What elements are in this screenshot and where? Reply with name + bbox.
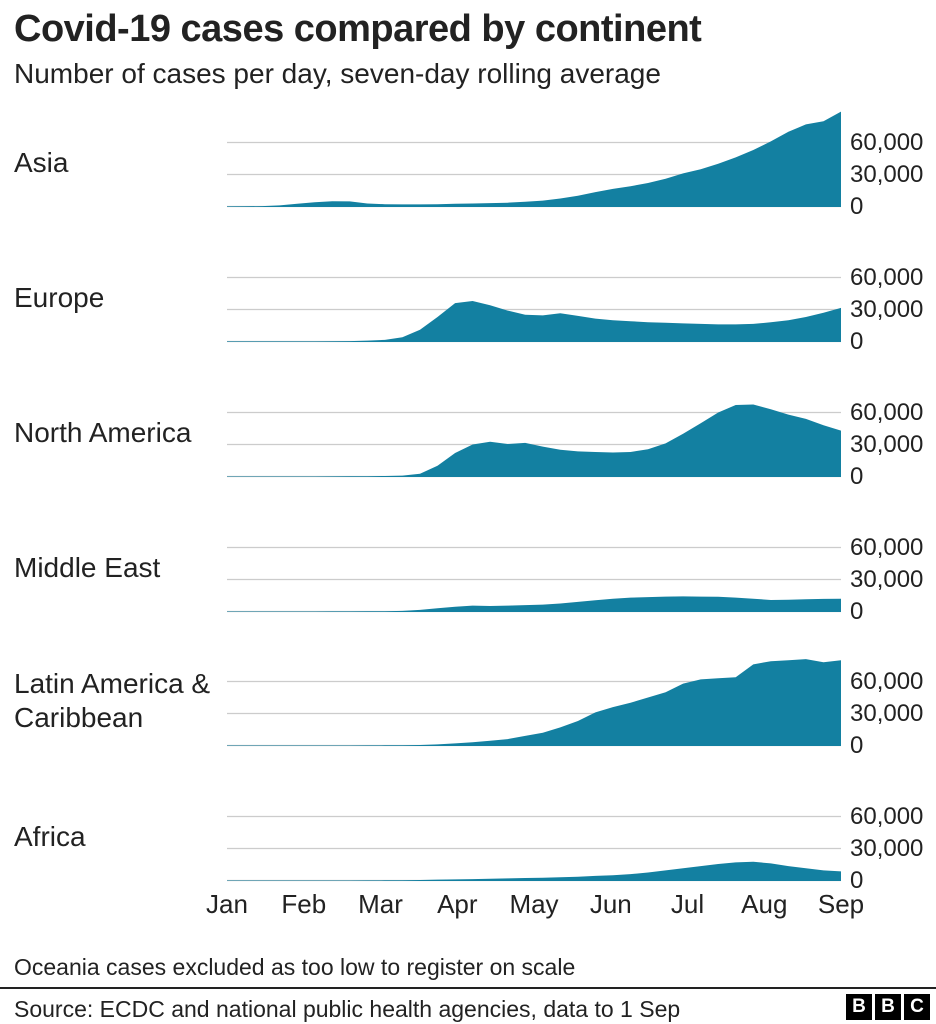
area-chart-asia bbox=[227, 111, 841, 208]
area-series-europe bbox=[227, 301, 841, 342]
area-chart-middle-east bbox=[227, 546, 841, 613]
source-text: Source: ECDC and national public health … bbox=[14, 996, 681, 1022]
y-tick-label-europe-30000: 30,000 bbox=[850, 295, 924, 323]
x-axis-month-labels: Jan Feb Mar Apr May Jun Jul Aug Sep bbox=[206, 889, 864, 919]
continent-label-africa: Africa bbox=[14, 821, 86, 852]
month-label-may: May bbox=[509, 889, 559, 919]
bbc-logo-letter-0: B bbox=[846, 994, 872, 1020]
y-tick-label-latin-america-caribbean-30000: 30,000 bbox=[850, 699, 924, 727]
continent-label-middle-east: Middle East bbox=[14, 552, 161, 583]
month-label-aug: Aug bbox=[741, 889, 788, 919]
month-label-mar: Mar bbox=[358, 889, 403, 919]
page-title: Covid-19 cases compared by continent bbox=[14, 8, 702, 50]
area-series-latin-america-caribbean bbox=[227, 659, 841, 746]
y-tick-label-africa-60000: 60,000 bbox=[850, 802, 924, 830]
y-tick-label-asia-30000: 30,000 bbox=[850, 160, 924, 188]
y-tick-label-africa-30000: 30,000 bbox=[850, 834, 924, 862]
continent-label-latin-america-caribbean: Latin America & Caribbean bbox=[14, 668, 211, 733]
y-tick-label-asia-0: 0 bbox=[850, 192, 864, 220]
page-subtitle: Number of cases per day, seven-day rolli… bbox=[14, 58, 661, 89]
month-label-sep: Sep bbox=[817, 889, 865, 919]
y-tick-label-middle-east-30000: 30,000 bbox=[850, 565, 924, 593]
y-tick-label-europe-0: 0 bbox=[850, 327, 864, 355]
area-series-middle-east bbox=[227, 596, 841, 612]
bbc-logo-letter-1: B bbox=[875, 994, 901, 1020]
month-label-apr: Apr bbox=[437, 889, 478, 919]
y-tick-label-middle-east-0: 0 bbox=[850, 597, 864, 625]
continent-label-north-america: North America bbox=[14, 417, 192, 448]
y-tick-label-africa-0: 0 bbox=[850, 866, 864, 894]
y-tick-label-latin-america-caribbean-60000: 60,000 bbox=[850, 667, 924, 695]
y-tick-label-latin-america-caribbean-0: 0 bbox=[850, 731, 864, 759]
month-label-jul: Jul bbox=[670, 889, 705, 919]
continent-label-asia: Asia bbox=[14, 147, 69, 178]
area-chart-europe bbox=[227, 276, 841, 343]
y-tick-label-north-america-60000: 60,000 bbox=[850, 398, 924, 426]
bbc-logo-letter-2: C bbox=[904, 994, 930, 1020]
month-label-feb: Feb bbox=[281, 889, 327, 919]
y-tick-label-north-america-30000: 30,000 bbox=[850, 430, 924, 458]
chart-footnote: Oceania cases excluded as too low to reg… bbox=[14, 954, 576, 980]
area-series-asia bbox=[227, 111, 841, 207]
y-tick-label-europe-60000: 60,000 bbox=[850, 263, 924, 291]
area-series-north-america bbox=[227, 404, 841, 477]
y-tick-label-asia-60000: 60,000 bbox=[850, 128, 924, 156]
month-label-jan: Jan bbox=[206, 889, 248, 919]
y-tick-label-north-america-0: 0 bbox=[850, 462, 864, 490]
footer-divider bbox=[0, 987, 936, 989]
month-label-jun: Jun bbox=[589, 889, 632, 919]
y-tick-label-middle-east-60000: 60,000 bbox=[850, 533, 924, 561]
continent-label-europe: Europe bbox=[14, 282, 105, 313]
area-chart-africa bbox=[227, 815, 841, 882]
area-chart-north-america bbox=[227, 404, 841, 478]
area-chart-latin-america-caribbean bbox=[227, 659, 841, 747]
area-series-africa bbox=[227, 861, 841, 881]
